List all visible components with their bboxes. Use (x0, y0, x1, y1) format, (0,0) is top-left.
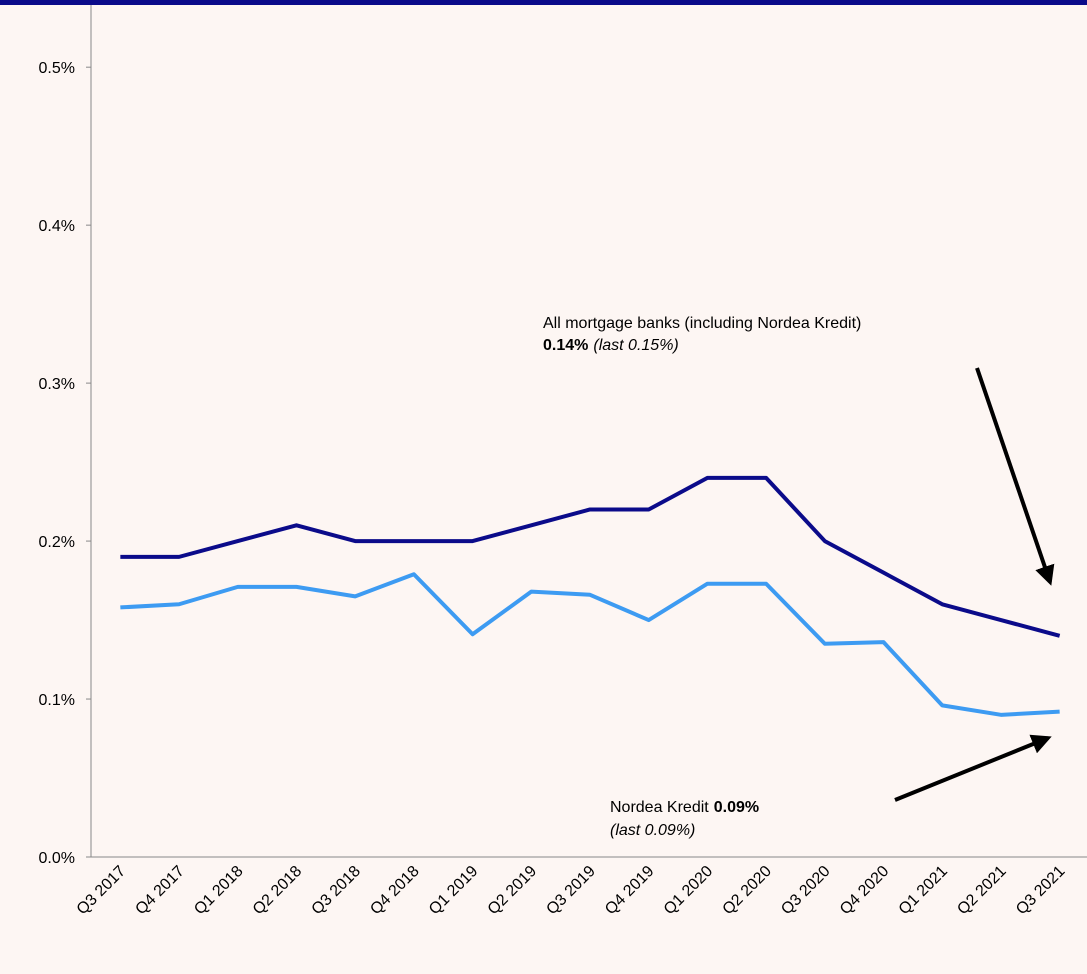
y-tick-label: 0.4% (39, 218, 75, 235)
series-line (120, 572, 1060, 717)
arrow (894, 734, 1052, 802)
annotation-label: Nordea Kredit (610, 799, 709, 816)
annotation: Nordea Kredit 0.09% (610, 799, 759, 816)
annotation: (last 0.09%) (610, 822, 695, 839)
y-tick-label: 0.0% (39, 850, 75, 867)
y-tick-label: 0.1% (39, 692, 75, 709)
y-tick-label: 0.2% (39, 534, 75, 551)
annotation: All mortgage banks (including Nordea Kre… (543, 315, 861, 332)
top-bar (0, 0, 1087, 5)
annotation-value: 0.14% (543, 337, 588, 354)
series-line (120, 475, 1061, 638)
arrow (975, 367, 1055, 586)
y-tick-label: 0.3% (39, 376, 75, 393)
annotation-value: 0.09% (714, 799, 759, 816)
annotation: 0.14% (last 0.15%) (543, 337, 679, 354)
y-tick-label: 0.5% (39, 60, 75, 77)
annotation-last: (last 0.15%) (593, 337, 678, 354)
